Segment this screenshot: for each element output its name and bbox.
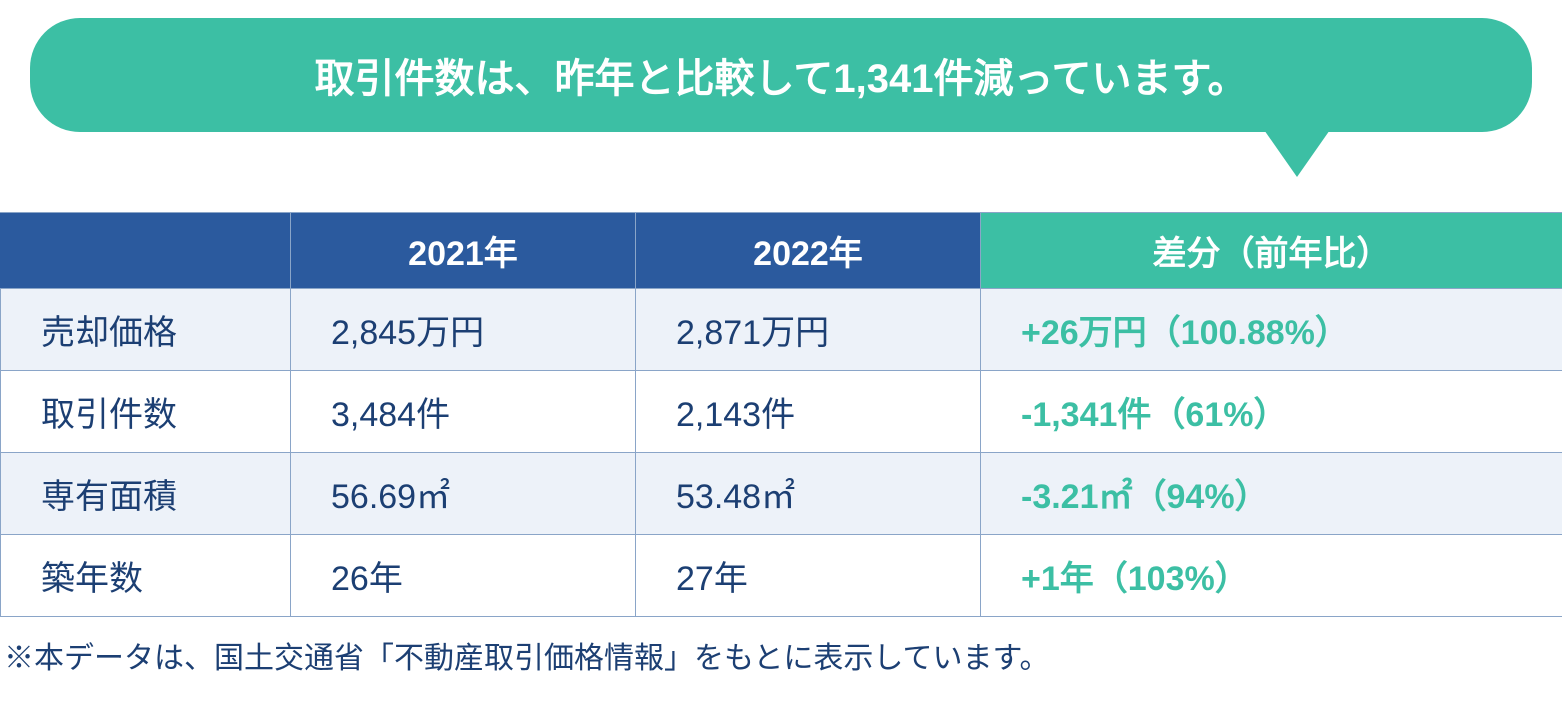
- row-diff: +26万円（100.88%）: [981, 289, 1562, 371]
- row-y2022: 53.48㎡: [636, 453, 981, 535]
- speech-bubble-text: 取引件数は、昨年と比較して1,341件減っています。: [315, 57, 1248, 101]
- row-y2022: 27年: [636, 535, 981, 617]
- row-y2021: 2,845万円: [291, 289, 636, 371]
- row-y2022: 2,143件: [636, 371, 981, 453]
- row-diff: +1年（103%）: [981, 535, 1562, 617]
- row-y2021: 3,484件: [291, 371, 636, 453]
- table-row: 取引件数 3,484件 2,143件 -1,341件（61%）: [1, 371, 1562, 453]
- table-row: 専有面積 56.69㎡ 53.48㎡ -3.21㎡（94%）: [1, 453, 1562, 535]
- row-diff: -3.21㎡（94%）: [981, 453, 1562, 535]
- row-label: 専有面積: [1, 453, 291, 535]
- speech-bubble: 取引件数は、昨年と比較して1,341件減っています。: [30, 18, 1532, 132]
- table-row: 築年数 26年 27年 +1年（103%）: [1, 535, 1562, 617]
- row-diff: -1,341件（61%）: [981, 371, 1562, 453]
- comparison-table: 2021年 2022年 差分（前年比） 売却価格 2,845万円 2,871万円…: [0, 212, 1562, 617]
- footnote: ※本データは、国土交通省「不動産取引価格情報」をもとに表示しています。: [0, 633, 1562, 677]
- row-y2022: 2,871万円: [636, 289, 981, 371]
- header-year-2022: 2022年: [636, 213, 981, 289]
- table-header-row: 2021年 2022年 差分（前年比）: [1, 213, 1562, 289]
- row-y2021: 26年: [291, 535, 636, 617]
- row-label: 売却価格: [1, 289, 291, 371]
- header-empty-cell: [1, 213, 291, 289]
- header-diff: 差分（前年比）: [981, 213, 1562, 289]
- row-y2021: 56.69㎡: [291, 453, 636, 535]
- table-row: 売却価格 2,845万円 2,871万円 +26万円（100.88%）: [1, 289, 1562, 371]
- header-year-2021: 2021年: [291, 213, 636, 289]
- row-label: 築年数: [1, 535, 291, 617]
- speech-tail-icon: [1262, 127, 1332, 177]
- row-label: 取引件数: [1, 371, 291, 453]
